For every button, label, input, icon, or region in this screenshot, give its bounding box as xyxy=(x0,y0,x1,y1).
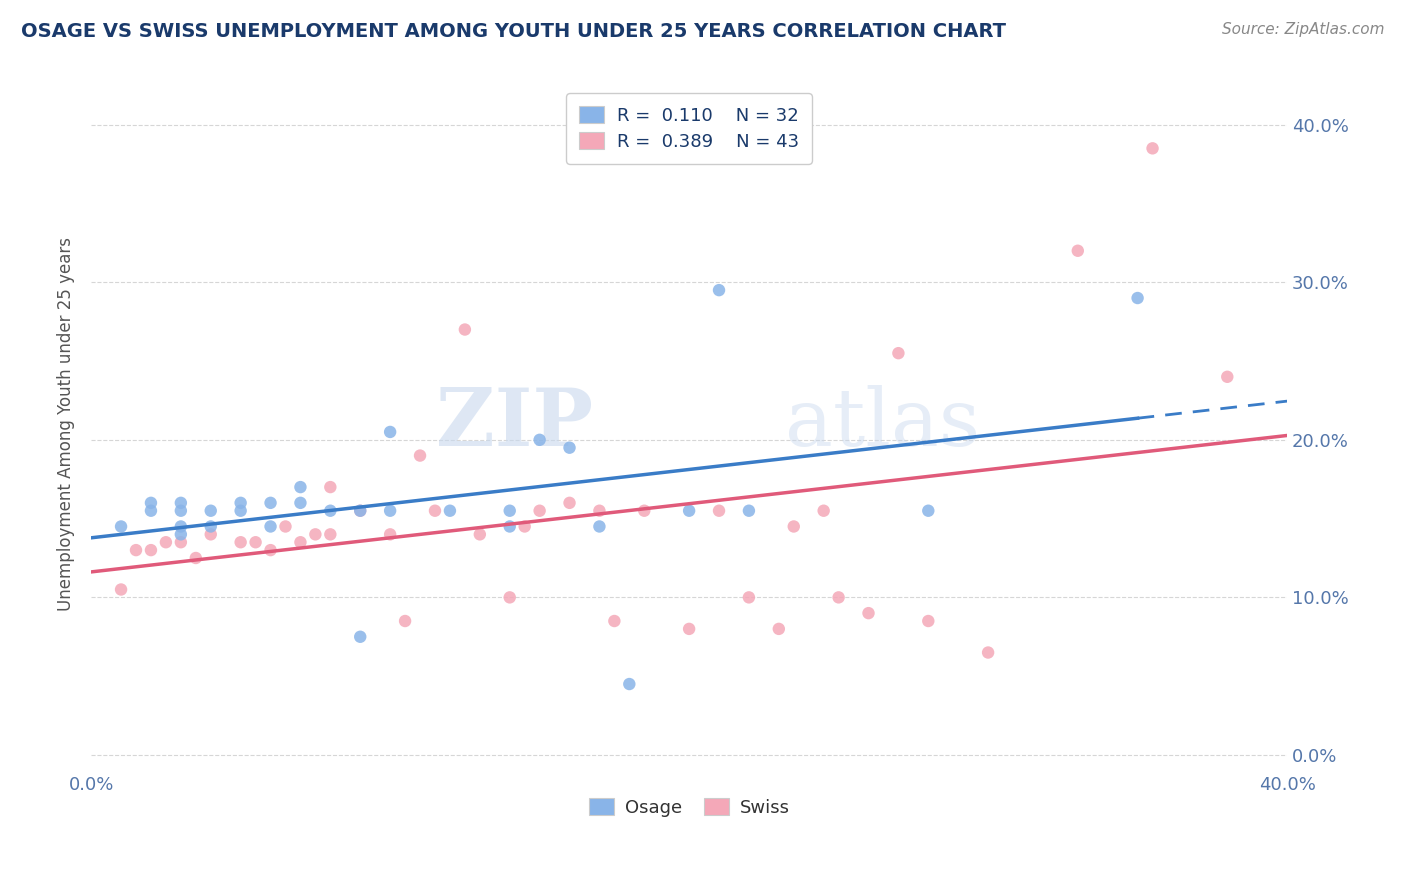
Point xyxy=(783,519,806,533)
Point xyxy=(170,527,193,541)
Point xyxy=(678,622,700,636)
Point xyxy=(290,480,312,494)
Point xyxy=(170,535,193,549)
Point xyxy=(259,543,281,558)
Point xyxy=(619,677,641,691)
Point xyxy=(200,504,222,518)
Point xyxy=(558,496,581,510)
Point xyxy=(394,614,416,628)
Point xyxy=(110,582,132,597)
Point xyxy=(707,504,730,518)
Point xyxy=(468,527,491,541)
Point xyxy=(1126,291,1149,305)
Point xyxy=(349,630,371,644)
Point xyxy=(290,496,312,510)
Point xyxy=(259,519,281,533)
Point xyxy=(229,496,252,510)
Text: atlas: atlas xyxy=(785,385,980,463)
Point xyxy=(1067,244,1090,258)
Point xyxy=(184,551,207,566)
Point xyxy=(1216,369,1239,384)
Text: Source: ZipAtlas.com: Source: ZipAtlas.com xyxy=(1222,22,1385,37)
Point xyxy=(139,543,162,558)
Point xyxy=(707,283,730,297)
Point xyxy=(917,504,939,518)
Point xyxy=(125,543,148,558)
Point xyxy=(378,527,401,541)
Point xyxy=(423,504,446,518)
Point xyxy=(349,504,371,518)
Point xyxy=(304,527,326,541)
Point xyxy=(499,519,522,533)
Point xyxy=(768,622,790,636)
Point xyxy=(110,519,132,533)
Point xyxy=(378,425,401,439)
Point xyxy=(139,496,162,510)
Point xyxy=(229,535,252,549)
Point xyxy=(200,527,222,541)
Point xyxy=(558,441,581,455)
Point xyxy=(529,504,551,518)
Point xyxy=(170,519,193,533)
Point xyxy=(738,591,761,605)
Point xyxy=(633,504,655,518)
Point xyxy=(499,591,522,605)
Point xyxy=(290,535,312,549)
Y-axis label: Unemployment Among Youth under 25 years: Unemployment Among Youth under 25 years xyxy=(58,237,75,611)
Point xyxy=(603,614,626,628)
Point xyxy=(588,519,610,533)
Point xyxy=(439,504,461,518)
Text: ZIP: ZIP xyxy=(436,385,593,463)
Point xyxy=(378,504,401,518)
Point xyxy=(513,519,536,533)
Point xyxy=(887,346,910,360)
Point xyxy=(274,519,297,533)
Point xyxy=(259,496,281,510)
Point xyxy=(827,591,849,605)
Point xyxy=(529,433,551,447)
Point xyxy=(813,504,835,518)
Point xyxy=(170,504,193,518)
Point xyxy=(349,504,371,518)
Point xyxy=(200,519,222,533)
Point xyxy=(1142,141,1164,155)
Point xyxy=(229,504,252,518)
Point xyxy=(170,496,193,510)
Point xyxy=(409,449,432,463)
Point xyxy=(454,322,477,336)
Point xyxy=(499,504,522,518)
Point xyxy=(319,504,342,518)
Point xyxy=(319,480,342,494)
Point xyxy=(319,527,342,541)
Point xyxy=(858,606,880,620)
Legend: Osage, Swiss: Osage, Swiss xyxy=(582,791,797,824)
Point xyxy=(977,646,1000,660)
Point xyxy=(139,504,162,518)
Point xyxy=(678,504,700,518)
Point xyxy=(917,614,939,628)
Point xyxy=(245,535,267,549)
Point xyxy=(588,504,610,518)
Point xyxy=(155,535,177,549)
Text: OSAGE VS SWISS UNEMPLOYMENT AMONG YOUTH UNDER 25 YEARS CORRELATION CHART: OSAGE VS SWISS UNEMPLOYMENT AMONG YOUTH … xyxy=(21,22,1007,41)
Point xyxy=(738,504,761,518)
